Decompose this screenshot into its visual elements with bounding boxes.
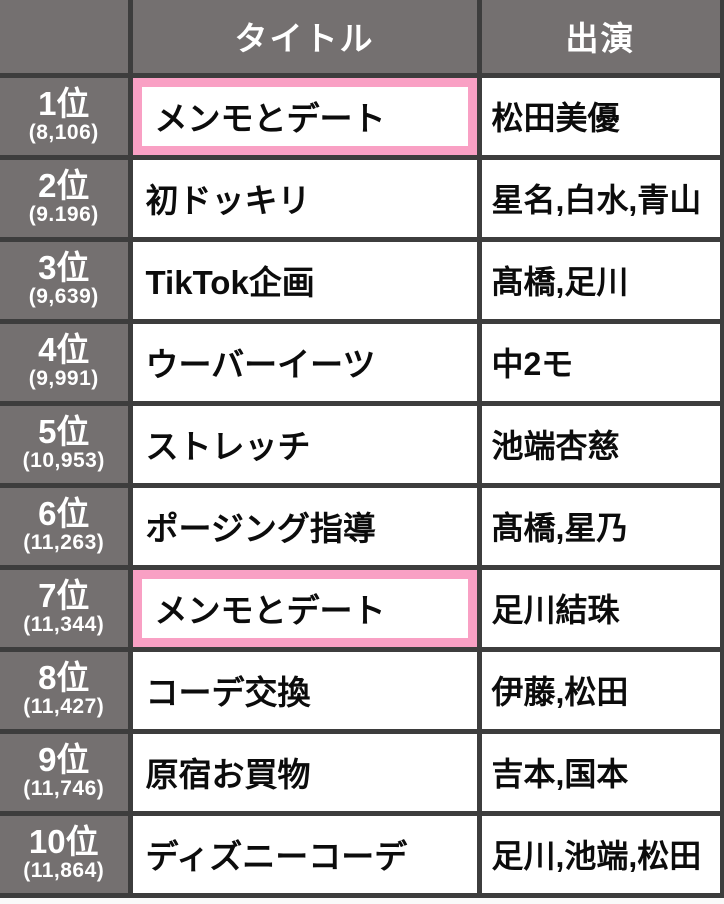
header-rank-cell (0, 0, 133, 78)
cast-text: 池端杏慈 (491, 428, 620, 464)
rank-view-count: (8,106) (28, 121, 99, 145)
rank-cell: 1位 (8,106) (0, 72, 133, 160)
title-text: ポージング指導 (145, 510, 376, 547)
title-text: ウーバーイーツ (145, 346, 376, 383)
title-cell: ウーバーイーツ (127, 318, 482, 406)
cast-cell: 足川結珠 (476, 564, 724, 652)
title-text: メンモとデート (132, 569, 477, 647)
title-cell: 原宿お買物 (127, 728, 482, 816)
rank-view-count: (9.196) (28, 203, 99, 227)
table-row: 9位 (11,746) 原宿お買物 吉本,国本 (0, 728, 724, 816)
rank-label: 2位 (38, 166, 90, 204)
cast-text: 足川,池端,松田 (491, 838, 702, 874)
rank-label: 1位 (38, 84, 90, 122)
cast-cell: 髙橋,星乃 (476, 482, 724, 570)
cast-text: 伊藤,松田 (491, 674, 629, 710)
table-row: 4位 (9,991) ウーバーイーツ 中2モ (0, 318, 724, 406)
rank-label: 3位 (38, 248, 90, 286)
title-text: TikTok企画 (145, 264, 315, 301)
rank-cell: 5位 (10,953) (0, 400, 133, 488)
rank-view-count: (11,864) (23, 859, 105, 883)
title-cell: ポージング指導 (127, 482, 482, 570)
title-cell: TikTok企画 (127, 236, 482, 324)
rank-label: 4位 (38, 330, 90, 368)
rank-view-count: (11,263) (23, 531, 105, 555)
cast-cell: 伊藤,松田 (476, 646, 724, 734)
rank-view-count: (11,344) (23, 613, 105, 637)
table-row: 5位 (10,953) ストレッチ 池端杏慈 (0, 400, 724, 488)
header-cast-cell: 出演 (476, 0, 724, 78)
cast-text: 髙橋,足川 (491, 264, 629, 300)
cast-cell: 中2モ (476, 318, 724, 406)
title-cell: メンモとデート (127, 72, 482, 160)
cast-text: 星名,白水,青山 (491, 182, 702, 218)
cast-cell: 星名,白水,青山 (476, 154, 724, 242)
title-text: 原宿お買物 (145, 756, 311, 793)
rank-cell: 10位 (11,864) (0, 810, 133, 898)
rank-cell: 4位 (9,991) (0, 318, 133, 406)
header-title-cell: タイトル (127, 0, 482, 78)
rank-cell: 3位 (9,639) (0, 236, 133, 324)
cast-text: 中2モ (491, 346, 574, 382)
header-row: タイトル 出演 (0, 0, 724, 78)
title-cell: 初ドッキリ (127, 154, 482, 242)
title-cell: コーデ交換 (127, 646, 482, 734)
table-row: 7位 (11,344) メンモとデート 足川結珠 (0, 564, 724, 652)
table-row: 10位 (11,864) ディズニーコーデ 足川,池端,松田 (0, 810, 724, 898)
cast-text: 足川結珠 (491, 592, 620, 628)
title-text: ストレッチ (145, 428, 311, 465)
cast-cell: 足川,池端,松田 (476, 810, 724, 898)
cast-cell: 吉本,国本 (476, 728, 724, 816)
rank-label: 10位 (28, 822, 99, 860)
title-text: コーデ交換 (145, 674, 311, 711)
title-cell: ストレッチ (127, 400, 482, 488)
rank-cell: 6位 (11,263) (0, 482, 133, 570)
title-cell: ディズニーコーデ (127, 810, 482, 898)
table-row: 3位 (9,639) TikTok企画 髙橋,足川 (0, 236, 724, 324)
cast-cell: 松田美優 (476, 72, 724, 160)
rank-view-count: (11,427) (23, 695, 105, 719)
rank-cell: 2位 (9.196) (0, 154, 133, 242)
cast-text: 吉本,国本 (491, 756, 629, 792)
title-text: メンモとデート (132, 77, 477, 155)
cast-cell: 髙橋,足川 (476, 236, 724, 324)
rank-label: 9位 (38, 740, 90, 778)
rank-cell: 7位 (11,344) (0, 564, 133, 652)
rank-view-count: (11,746) (23, 777, 105, 801)
table-row: 8位 (11,427) コーデ交換 伊藤,松田 (0, 646, 724, 734)
rank-label: 7位 (38, 576, 90, 614)
rank-label: 6位 (38, 494, 90, 532)
title-text: ディズニーコーデ (145, 838, 408, 875)
rank-view-count: (9,639) (28, 285, 99, 309)
rank-view-count: (9,991) (28, 367, 99, 391)
cast-text: 松田美優 (491, 100, 620, 136)
rank-cell: 8位 (11,427) (0, 646, 133, 734)
title-cell: メンモとデート (127, 564, 482, 652)
title-text: 初ドッキリ (145, 182, 311, 219)
table-row: 6位 (11,263) ポージング指導 髙橋,星乃 (0, 482, 724, 570)
rank-label: 8位 (38, 658, 90, 696)
table-row: 1位 (8,106) メンモとデート 松田美優 (0, 72, 724, 160)
rank-cell: 9位 (11,746) (0, 728, 133, 816)
table-row: 2位 (9.196) 初ドッキリ 星名,白水,青山 (0, 154, 724, 242)
rank-view-count: (10,953) (22, 449, 105, 473)
cast-cell: 池端杏慈 (476, 400, 724, 488)
rank-label: 5位 (38, 412, 90, 450)
cast-text: 髙橋,星乃 (491, 510, 629, 546)
